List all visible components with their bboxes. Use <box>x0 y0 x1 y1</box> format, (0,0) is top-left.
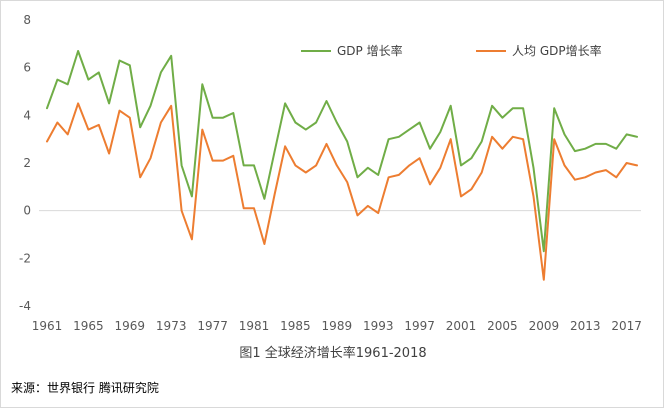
x-tick-label: 1977 <box>197 319 228 333</box>
figure-caption: 图1 全球经济增长率1961-2018 <box>239 346 427 361</box>
y-tick-label: -2 <box>19 251 31 265</box>
x-tick-label: 2009 <box>529 319 560 333</box>
x-axis-ticks: 1961 1965 1969 1973 1977 1981 1985 1989 1993 1997… <box>32 319 642 333</box>
y-tick-label: 8 <box>23 13 31 27</box>
series-line-2 <box>46 102 638 281</box>
x-tick-label: 1973 <box>156 319 187 333</box>
x-tick-label: 1985 <box>280 319 311 333</box>
x-tick-label: 2005 <box>487 319 518 333</box>
x-tick-label: 1989 <box>322 319 353 333</box>
x-tick-label: 2013 <box>570 319 601 333</box>
y-tick-label: 2 <box>23 156 31 170</box>
legend-label: 人均 GDP增长率 <box>512 43 602 58</box>
legend-label: GDP 增长率 <box>337 43 403 58</box>
y-tick-label: 6 <box>23 61 31 75</box>
x-tick-label: 1961 <box>32 319 63 333</box>
legend: GDP 增长率 人均 GDP增长率 <box>301 43 602 58</box>
y-tick-label: 0 <box>23 204 31 218</box>
y-tick-label: -4 <box>19 299 31 313</box>
x-tick-label: 2001 <box>446 319 477 333</box>
series-lines <box>46 50 638 281</box>
x-tick-label: 1965 <box>73 319 104 333</box>
x-tick-label: 1993 <box>363 319 394 333</box>
x-tick-label: 1997 <box>404 319 435 333</box>
series-line-1 <box>46 50 638 253</box>
source-note: 来源：世界银行 腾讯研究院 <box>11 381 159 395</box>
x-tick-label: 1969 <box>115 319 146 333</box>
y-axis-ticks: -4 -2 0 2 4 6 8 <box>19 13 31 313</box>
x-tick-label: 2017 <box>611 319 642 333</box>
y-tick-label: 4 <box>23 108 31 122</box>
x-tick-label: 1981 <box>239 319 270 333</box>
